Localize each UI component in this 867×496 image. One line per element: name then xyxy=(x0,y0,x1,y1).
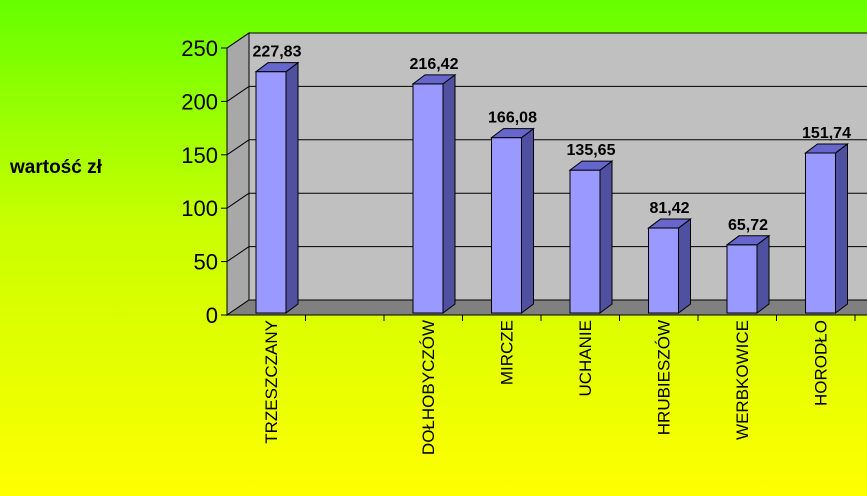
bar-side xyxy=(678,218,691,314)
gridline-side xyxy=(226,139,250,156)
x-category-label: UCHANIE xyxy=(576,320,595,397)
x-category-label: DOŁHOBYCZÓW xyxy=(419,320,438,455)
bar xyxy=(569,169,601,314)
floor xyxy=(225,299,867,316)
y-tick-label: 150 xyxy=(181,143,218,168)
y-tick-label: 50 xyxy=(194,250,218,275)
data-label: 65,72 xyxy=(728,217,768,234)
bar-top xyxy=(254,62,300,73)
side-wall xyxy=(226,32,250,316)
y-tick-label: 100 xyxy=(181,196,218,221)
x-category-label: MIRCZE xyxy=(498,320,517,385)
x-category-label: HORODŁO xyxy=(812,320,831,406)
bar-top xyxy=(568,160,614,171)
bar xyxy=(805,152,836,314)
bar-side xyxy=(442,73,456,314)
bar-top xyxy=(411,74,457,85)
bar-top xyxy=(490,128,535,139)
gridline-side xyxy=(226,85,250,102)
bar xyxy=(726,244,758,314)
data-label: 166,08 xyxy=(488,110,537,127)
bar xyxy=(412,83,444,314)
y-axis-label: wartość zł xyxy=(10,157,102,178)
bar-top xyxy=(804,143,849,154)
y-tick-label: 250 xyxy=(181,36,218,61)
back-wall xyxy=(249,33,867,300)
x-category-label: HRUBIESZÓW xyxy=(655,320,674,435)
y-tick-label: 200 xyxy=(181,89,218,114)
x-category-label: TRZESZCZANY xyxy=(262,320,281,444)
data-label: 216,42 xyxy=(410,56,459,73)
gridline-side xyxy=(226,32,250,49)
data-label: 151,74 xyxy=(802,125,851,142)
bar-side xyxy=(285,61,299,314)
gridline-side xyxy=(226,192,250,209)
data-label: 227,83 xyxy=(253,44,302,61)
bar-side xyxy=(835,142,848,314)
bar-top xyxy=(725,235,771,246)
data-label: 81,42 xyxy=(649,200,689,217)
y-tick-label: 0 xyxy=(206,303,218,328)
bar-side xyxy=(756,234,770,314)
bar-top xyxy=(647,218,692,229)
gridline-side xyxy=(226,246,250,263)
bar xyxy=(491,137,522,314)
bar-side xyxy=(521,127,534,314)
bar xyxy=(648,227,679,314)
bar xyxy=(255,71,287,314)
bar-side xyxy=(599,160,613,314)
x-category-label: WERBKOWICE xyxy=(733,320,752,440)
data-label: 135,65 xyxy=(567,142,616,159)
